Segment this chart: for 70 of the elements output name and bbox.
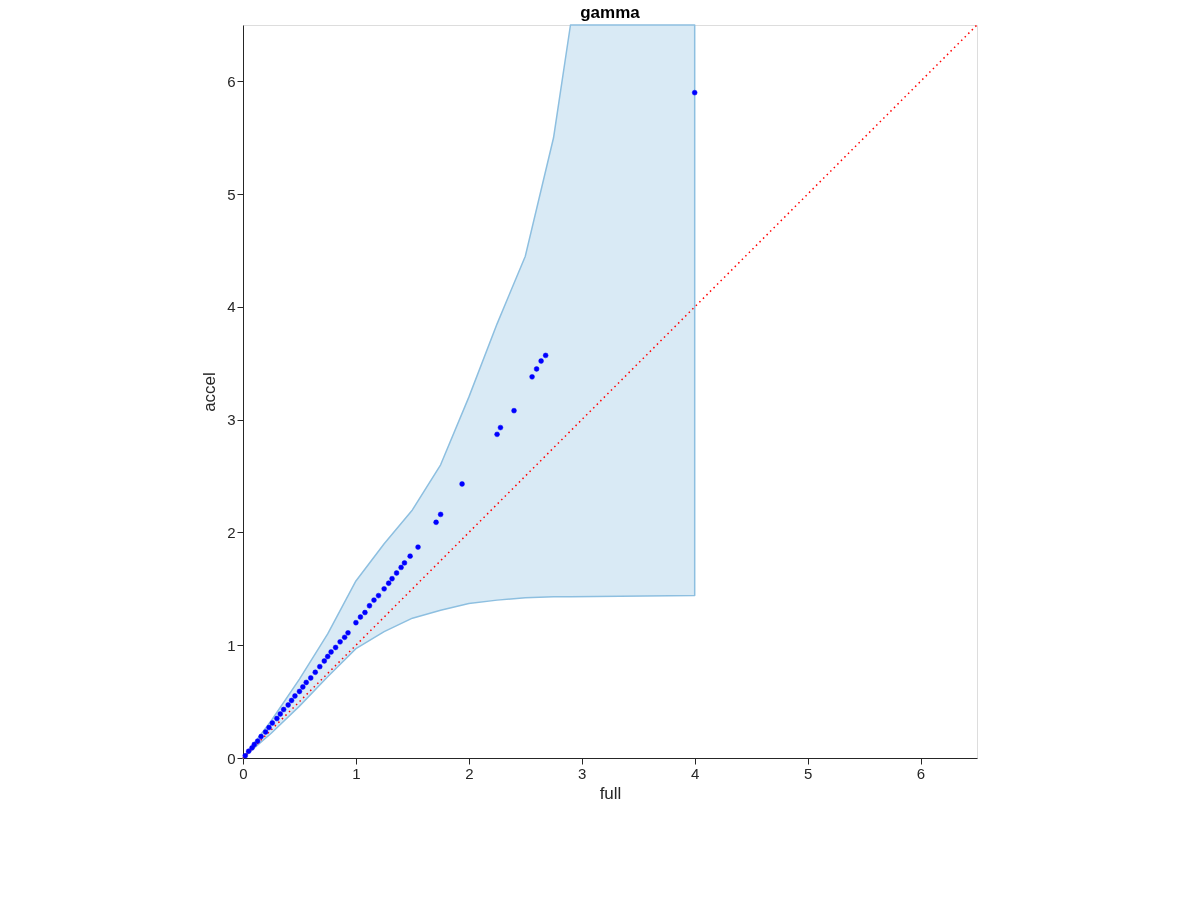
point — [321, 658, 327, 664]
point — [433, 519, 439, 526]
point — [292, 693, 298, 699]
point — [266, 724, 272, 731]
point — [385, 580, 392, 586]
point — [542, 352, 549, 359]
x-tick-label: 5 — [803, 764, 813, 782]
point — [324, 653, 331, 660]
point — [341, 634, 348, 641]
point — [398, 564, 404, 571]
y-tick-label: 2 — [227, 523, 236, 541]
point — [381, 586, 387, 592]
x-tick-label: 6 — [916, 764, 926, 782]
point — [494, 431, 500, 438]
point — [274, 715, 280, 722]
point — [269, 720, 276, 726]
point — [362, 609, 368, 616]
x-tick-label: 0 — [239, 764, 248, 782]
point — [280, 706, 287, 713]
x-axis-title: full — [599, 783, 622, 803]
point — [303, 679, 309, 686]
point — [296, 688, 303, 695]
x-tick-label: 4 — [691, 764, 700, 782]
y-axis-title: accel — [200, 372, 220, 412]
point — [357, 614, 364, 620]
point — [529, 374, 535, 380]
y-tick-label: 4 — [227, 298, 236, 316]
point — [288, 697, 295, 704]
point — [538, 358, 544, 364]
point — [317, 663, 323, 670]
y-tick-label: 5 — [227, 185, 236, 203]
point — [401, 560, 408, 566]
point — [407, 553, 413, 559]
point — [415, 544, 421, 550]
point — [497, 424, 504, 431]
y-tick-label: 1 — [227, 636, 236, 654]
point — [251, 741, 257, 748]
point — [285, 702, 291, 708]
point — [308, 675, 314, 681]
point — [345, 630, 351, 636]
point — [691, 89, 698, 96]
y-tick-label: 6 — [227, 72, 236, 90]
x-tick-label: 1 — [352, 764, 361, 782]
point — [254, 738, 261, 744]
point — [371, 597, 377, 603]
point — [312, 669, 318, 675]
point — [533, 366, 540, 372]
point — [459, 481, 465, 487]
point — [262, 729, 269, 735]
point — [389, 576, 395, 582]
point — [277, 711, 283, 717]
point — [337, 639, 343, 645]
y-tick-label: 3 — [227, 411, 236, 429]
point — [437, 511, 444, 518]
point — [249, 745, 255, 751]
point — [366, 603, 373, 609]
x-tick-label: 3 — [578, 764, 587, 782]
point — [353, 619, 359, 626]
point — [258, 733, 264, 740]
point — [328, 649, 334, 655]
x-tick-label: 2 — [465, 764, 474, 782]
point — [375, 592, 382, 599]
chart-title: gamma — [580, 3, 641, 23]
point — [393, 570, 400, 576]
point — [300, 684, 306, 690]
point — [242, 753, 248, 759]
point — [332, 644, 339, 651]
point — [245, 748, 252, 754]
y-tick-label: 0 — [227, 749, 236, 767]
point — [511, 407, 517, 414]
